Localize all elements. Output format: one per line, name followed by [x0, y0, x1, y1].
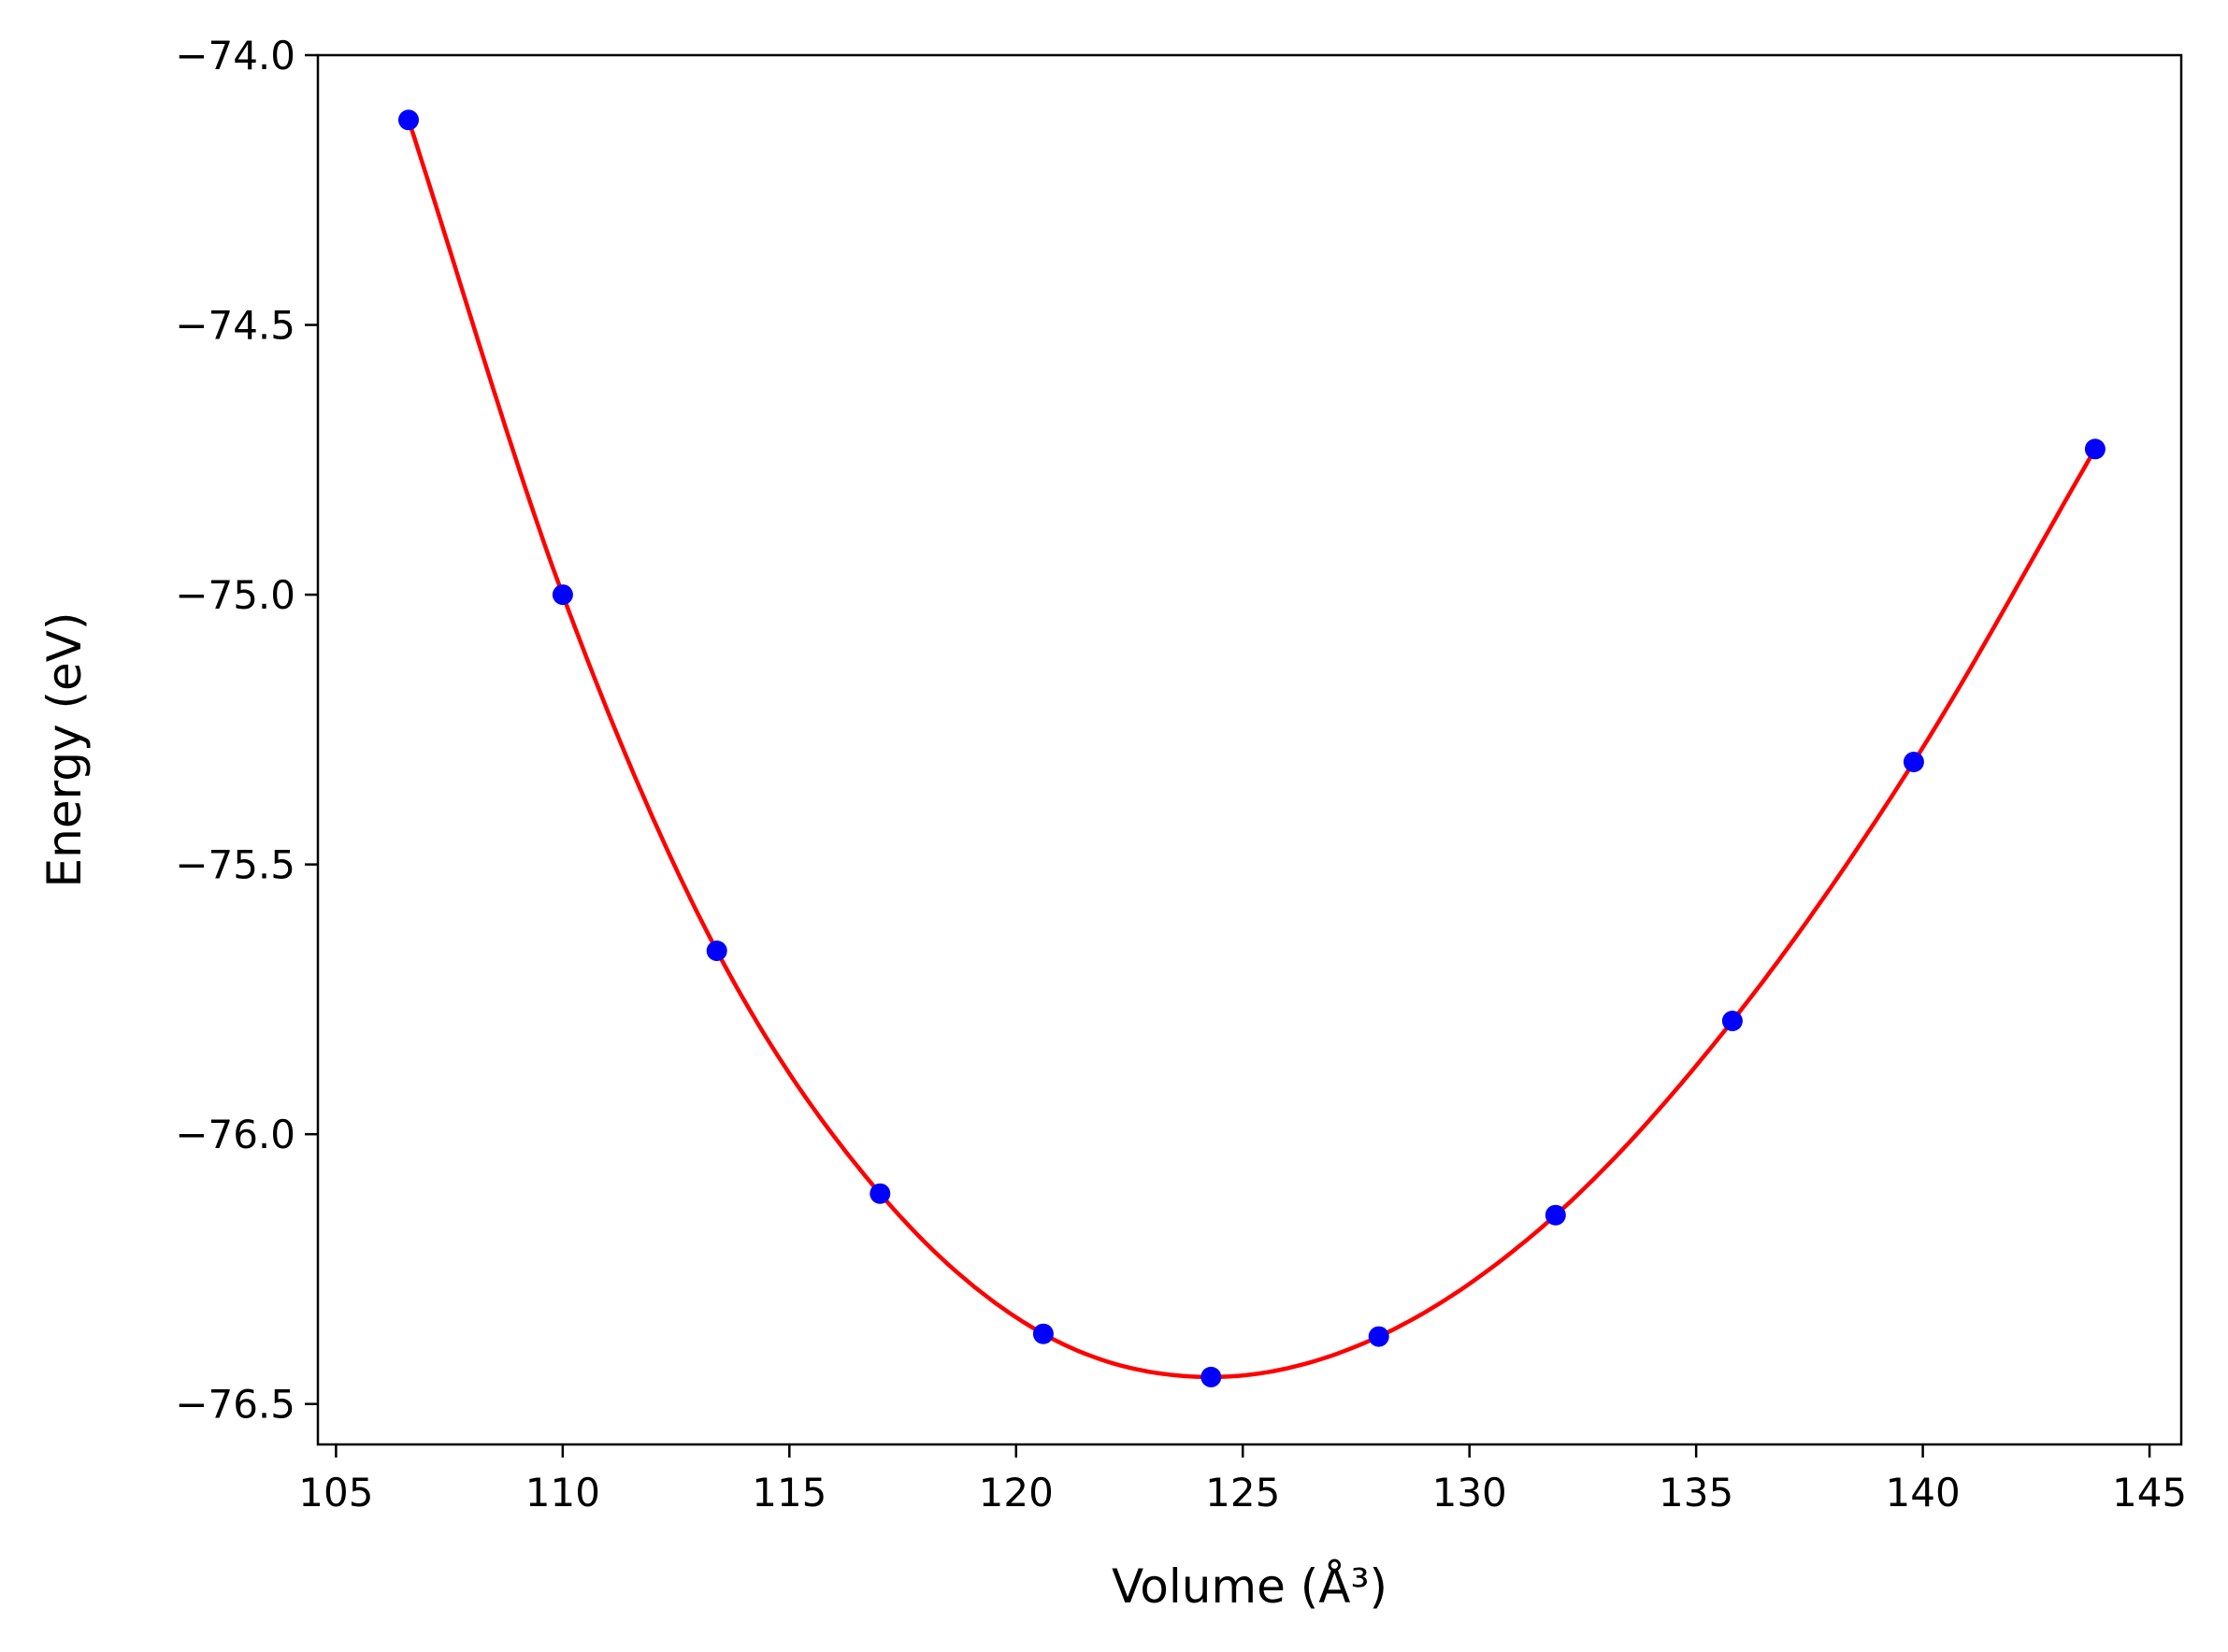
- data-point: [870, 1183, 891, 1204]
- x-tick-label: 120: [979, 1470, 1054, 1516]
- y-tick-label: −74.5: [175, 303, 295, 349]
- x-tick-label: 140: [1886, 1470, 1961, 1516]
- x-tick-label: 105: [298, 1470, 373, 1516]
- y-tick-label: −76.5: [175, 1382, 295, 1428]
- data-point: [1545, 1204, 1566, 1226]
- plot-area: [398, 109, 2106, 1387]
- data-point: [1032, 1323, 1054, 1344]
- x-axis-label: Volume (Å³): [1112, 1559, 1387, 1614]
- data-point: [706, 941, 727, 961]
- ticks: 105 110 115 120 125 130 135 140 145 −74.0 −74.5 −75…: [175, 33, 2187, 1516]
- y-tick-label: −75.5: [175, 842, 295, 888]
- x-tick-label: 145: [2112, 1470, 2187, 1516]
- y-tick-label: −76.0: [175, 1112, 295, 1157]
- y-tick-label: −75.0: [175, 572, 295, 618]
- data-point: [398, 109, 419, 131]
- x-tick-label: 135: [1659, 1470, 1733, 1516]
- x-tick-label: 115: [752, 1470, 827, 1516]
- data-point: [552, 584, 573, 606]
- y-axis-label: Energy (eV): [37, 612, 92, 888]
- x-tick-label: 125: [1205, 1470, 1280, 1516]
- data-point: [1903, 752, 1924, 772]
- data-point: [2084, 438, 2106, 460]
- y-tick-label: −74.0: [175, 33, 295, 79]
- x-tick-label: 110: [525, 1470, 600, 1516]
- data-point: [1200, 1366, 1222, 1387]
- x-tick-label: 130: [1432, 1470, 1507, 1516]
- data-point: [1721, 1011, 1743, 1031]
- axes-frame: [316, 53, 2183, 1446]
- data-point: [1368, 1326, 1389, 1347]
